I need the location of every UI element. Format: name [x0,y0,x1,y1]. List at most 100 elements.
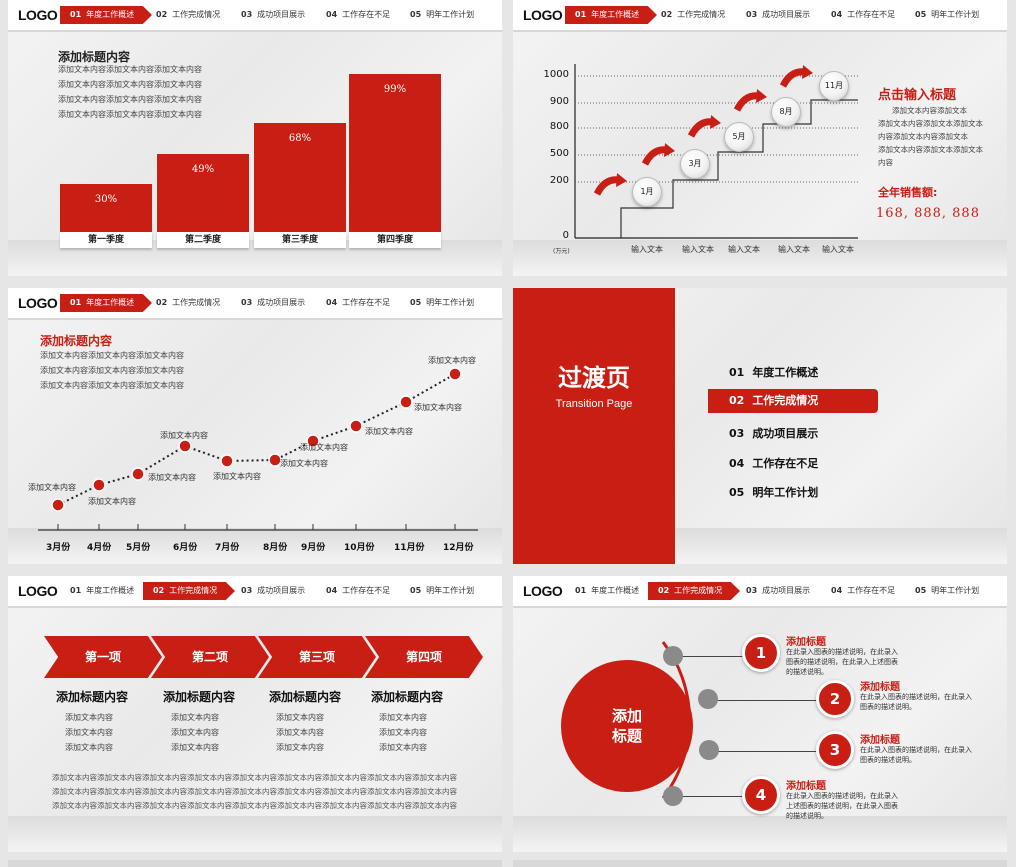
paragraph-line: 添加文本内容添加文本内容添加文本内容添加文本内容添加文本内容添加文本内容添加文本… [52,801,457,810]
floor [513,240,1007,276]
nav-item-1[interactable]: 01 年度工作概述 [70,586,135,595]
header-nav: LOGO 01 年度工作概述 02 工作完成情况 03 成功项目展示 04 工作存在不足… [8,576,502,608]
toc-item-3[interactable]: 03 成功项目展示 [729,427,819,440]
y-tick-label: 800 [549,121,569,132]
nav-item-2[interactable]: 02 工作完成情况 [156,298,221,307]
data-point [131,467,145,481]
toc-item-5[interactable]: 05 明年工作计划 [729,486,819,499]
nav-item-4[interactable]: 04 工作存在不足 [831,10,896,19]
logo: LOGO [18,7,58,23]
toc-item-2[interactable]: 02 工作完成情况 [708,389,878,413]
month-label: 3月份 [46,543,71,553]
slide-title: 添加标题内容 [58,50,131,64]
bar-value-label: 99% [383,84,407,95]
data-point [220,454,234,468]
nav-item-4[interactable]: 04 工作存在不足 [831,586,896,595]
y-tick-label: 0 [562,230,569,241]
month-label: 7月份 [215,543,240,553]
red-panel [513,288,675,564]
item-desc: 在此录入图表的描述说明，在此录入图表的描述说明，在此录入上述图表的描述说明。 [786,648,898,676]
bar-value-label: 49% [191,164,215,175]
column-title: 添加标题内容 [371,690,444,704]
nav-item-1[interactable]: 01 年度工作概述 [575,586,640,595]
floor [8,816,502,852]
floor [8,528,502,564]
body-text: 添加文本内容添加文本内容添加文本内容 [58,110,202,119]
chevron-1: 第一项 [44,636,162,678]
nav-item-3[interactable]: 03 成功项目展示 [241,10,306,19]
x-tick-label: 输入文本 [682,245,714,254]
category-label: 第三季度 [254,232,346,248]
data-point [178,439,192,453]
arrow-icon [664,143,675,157]
step-circle: 5月 [724,122,754,152]
nav-item-2[interactable]: 02 工作完成情况 [143,582,235,600]
nav-item-2[interactable]: 02 工作完成情况 [648,582,740,600]
nav-item-2[interactable]: 02 工作完成情况 [661,10,726,19]
slide-line-chart: LOGO 01 年度工作概述 02 工作完成情况 03 成功项目展示 04 工作存在不足… [8,288,502,564]
paragraph-line: 添加文本内容添加文本内容添加文本内容添加文本内容添加文本内容添加文本内容添加文本… [52,773,457,782]
nav-item-3[interactable]: 03 成功项目展示 [746,10,811,19]
step-line [620,99,858,238]
bar-2: 49% [157,154,249,232]
nav-item-5[interactable]: 05 明年工作计划 [410,586,475,595]
nav-item-1[interactable]: 01 年度工作概述 [60,294,152,312]
connector [717,751,835,752]
nav-item-4[interactable]: 04 工作存在不足 [326,298,391,307]
nav-item-4[interactable]: 04 工作存在不足 [326,586,391,595]
nav-item-3[interactable]: 03 成功项目展示 [746,586,811,595]
month-label: 8月份 [263,543,288,553]
logo: LOGO [523,583,563,599]
side-text: 添加文本内容添加文本添加文本 [878,145,983,154]
point-label: 添加文本内容 [300,443,348,452]
number-badge: 4 [742,776,780,814]
month-label: 6月份 [173,543,198,553]
y-tick-label: 900 [549,96,569,107]
nav-item-1[interactable]: 01 年度工作概述 [60,6,152,24]
header-nav: LOGO 01 年度工作概述 02 工作完成情况 03 成功项目展示 04 工作存在不足… [8,0,502,32]
nav-item-5[interactable]: 05 明年工作计划 [410,10,475,19]
nav-item-5[interactable]: 05 明年工作计划 [915,586,980,595]
connector [681,796,743,797]
transition-title: 过渡页 [558,364,630,392]
line-chart-svg [38,367,478,531]
column-title: 添加标题内容 [56,690,129,704]
y-tick-label: 1000 [543,69,569,80]
sales-value: 168, 888, 888 [876,206,980,221]
toc-item-4[interactable]: 04 工作存在不足 [729,457,819,470]
logo: LOGO [18,295,58,311]
column-item: 添加文本内容 [65,743,113,752]
arrow-icon [687,118,714,138]
nav-item-3[interactable]: 03 成功项目展示 [241,586,306,595]
slide-transition: 过渡页 Transition Page 01 年度工作概述 02 工作完成情况 03… [513,288,1007,564]
body-text: 添加文本内容添加文本内容添加文本内容 [40,381,184,390]
nav-item-2[interactable]: 02 工作完成情况 [156,10,221,19]
arrow-icon [802,65,813,79]
column-item: 添加文本内容 [276,728,324,737]
column-title: 添加标题内容 [269,690,342,704]
nav-item-5[interactable]: 05 明年工作计划 [915,10,980,19]
paragraph-line: 添加文本内容添加文本内容添加文本内容添加文本内容添加文本内容添加文本内容添加文本… [52,787,457,796]
nav-item-5[interactable]: 05 明年工作计划 [410,298,475,307]
point-label: 添加文本内容 [160,431,208,440]
step-circle: 3月 [680,149,710,179]
point-label: 添加文本内容 [28,483,76,492]
y-tick-label: 500 [549,148,569,159]
chevron-4: 第四项 [365,636,483,678]
nav-item-4[interactable]: 04 工作存在不足 [326,10,391,19]
nav-item-3[interactable]: 03 成功项目展示 [241,298,306,307]
next-slide-edge [8,860,502,867]
item-title: 添加标题 [860,682,900,693]
toc-item-1[interactable]: 01 年度工作概述 [729,366,819,379]
step-chart-svg [574,64,858,239]
category-label: 第一季度 [60,232,152,248]
point-label: 添加文本内容 [88,497,136,506]
bar-value-label: 68% [288,133,312,144]
logo: LOGO [18,583,58,599]
slide-step-chart: LOGO 01 年度工作概述 02 工作完成情况 03 成功项目展示 04 工作存在不足… [513,0,1007,276]
side-text: 添加文本内容添加文本添加文本 [878,119,983,128]
x-tick-label: 输入文本 [631,245,663,254]
item-desc: 在此录入图表的描述说明，在此录入图表的描述说明。 [860,693,972,711]
number-badge: 2 [816,680,854,718]
nav-item-1[interactable]: 01 年度工作概述 [565,6,657,24]
